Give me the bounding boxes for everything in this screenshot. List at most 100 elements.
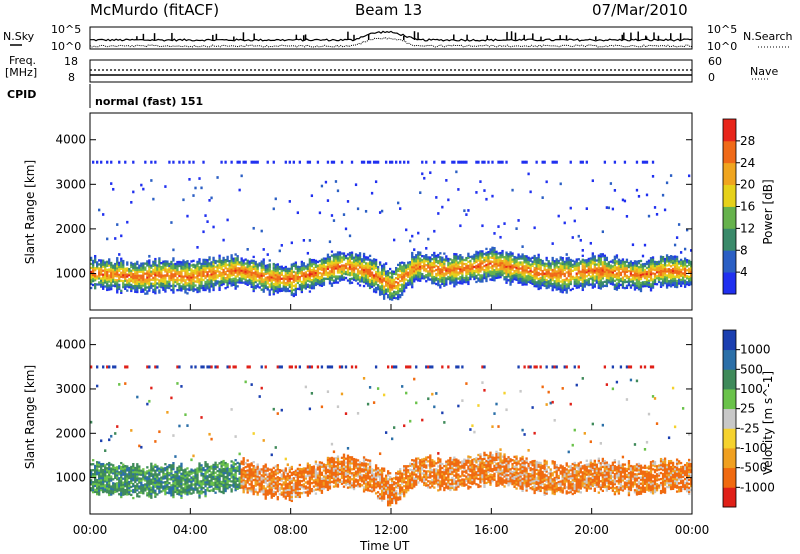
velocity-echo-cell <box>196 479 199 482</box>
power-echo-cell <box>421 277 424 280</box>
power-echo-cell <box>505 271 508 274</box>
power-echo-cell <box>148 289 151 292</box>
power-echo-cell <box>218 280 221 283</box>
velocity-echo-cell <box>92 483 95 486</box>
power-echo-cell <box>639 287 643 291</box>
power-echo-cell <box>116 289 119 292</box>
power-echo-cell <box>573 266 576 269</box>
power-echo-cell <box>284 283 287 287</box>
power-echo-cell <box>455 273 458 276</box>
power-echo-cell <box>126 267 129 270</box>
power-scatter-cell <box>378 211 382 214</box>
power-echo-cell <box>304 273 308 276</box>
power-echo-cell <box>555 266 558 269</box>
power-echo-cell <box>663 257 667 261</box>
power-echo-cell <box>563 286 566 290</box>
power-echo-cell <box>399 279 402 283</box>
power-echo-cell <box>338 269 342 272</box>
velocity-echo-cell <box>158 483 161 486</box>
power-far-cell <box>230 160 233 164</box>
power-echo-cell <box>130 287 133 291</box>
power-echo-cell <box>136 276 139 280</box>
power-echo-cell <box>689 274 693 278</box>
power-echo-cell <box>625 270 629 273</box>
power-echo-cell <box>425 255 428 259</box>
power-echo-cell <box>168 264 171 268</box>
power-echo-cell <box>577 266 580 269</box>
velocity-echo-cell <box>154 469 157 472</box>
power-echo-cell <box>236 271 239 274</box>
power-scatter-cell <box>212 225 215 229</box>
power-echo-cell <box>567 278 570 282</box>
power-echo-cell <box>346 279 350 282</box>
power-echo-cell <box>565 261 568 264</box>
power-echo-cell <box>280 271 283 274</box>
power-echo-cell <box>288 285 291 289</box>
power-echo-cell <box>334 275 338 278</box>
power-echo-cell <box>663 281 667 285</box>
power-echo-cell <box>449 270 452 273</box>
power-echo-cell <box>348 277 352 281</box>
velocity-echo-cell <box>164 469 167 472</box>
power-echo-cell <box>130 269 133 273</box>
power-echo-cell <box>246 275 249 278</box>
power-echo-cell <box>633 286 637 289</box>
power-echo-cell <box>246 267 249 270</box>
velocity-echo-cell <box>132 478 135 482</box>
power-echo-cell <box>515 256 518 259</box>
power-echo-cell <box>388 267 392 271</box>
velocity-echo-cell <box>106 463 109 466</box>
power-echo-cell <box>370 273 374 276</box>
power-echo-cell <box>549 276 552 279</box>
power-echo-cell <box>178 278 181 282</box>
velocity-echo-cell <box>198 464 201 467</box>
power-echo-cell <box>140 278 143 281</box>
power-echo-cell <box>597 286 600 289</box>
power-echo-cell <box>551 262 554 266</box>
velocity-echo-cell <box>202 467 205 470</box>
power-echo-cell <box>194 264 197 267</box>
power-echo-cell <box>435 264 438 268</box>
velocity-echo-cell <box>106 467 109 470</box>
power-echo-cell <box>599 257 602 260</box>
power-echo-cell <box>397 263 400 267</box>
power-echo-cell <box>537 261 540 265</box>
power-echo-cell <box>575 266 578 269</box>
power-scatter-cell <box>384 262 388 265</box>
velocity-echo-cell <box>96 461 99 464</box>
power-echo-cell <box>328 270 332 273</box>
power-echo-cell <box>148 267 151 270</box>
power-echo-cell <box>112 266 115 269</box>
velocity-echo-cell <box>136 479 139 482</box>
power-far-cell <box>178 160 181 164</box>
power-echo-cell <box>166 264 169 267</box>
power-echo-cell <box>254 270 257 274</box>
velocity-echo-cell <box>122 471 125 474</box>
power-echo-cell <box>222 278 225 282</box>
power-echo-cell <box>495 262 498 265</box>
power-echo-cell <box>268 283 271 286</box>
power-echo-cell <box>304 283 308 286</box>
power-colorbar-tick-label: 16 <box>740 200 755 214</box>
power-echo-cell <box>252 275 255 279</box>
power-echo-cell <box>547 264 550 267</box>
power-echo-cell <box>601 273 605 276</box>
power-echo-cell <box>328 276 332 279</box>
power-echo-cell <box>469 265 472 269</box>
power-echo-cell <box>250 259 253 262</box>
power-echo-cell <box>334 263 338 266</box>
power-echo-cell <box>150 274 153 277</box>
power-echo-cell <box>609 282 613 285</box>
power-echo-cell <box>320 266 324 269</box>
power-echo-cell <box>479 258 482 261</box>
power-echo-cell <box>234 267 237 270</box>
power-echo-cell <box>567 256 570 260</box>
power-echo-cell <box>284 281 287 285</box>
power-echo-cell <box>350 263 354 266</box>
power-echo-cell <box>332 263 336 266</box>
power-echo-cell <box>116 283 119 286</box>
power-echo-cell <box>455 261 458 264</box>
power-echo-cell <box>661 272 665 275</box>
power-echo-cell <box>356 270 360 273</box>
power-echo-cell <box>409 267 412 270</box>
